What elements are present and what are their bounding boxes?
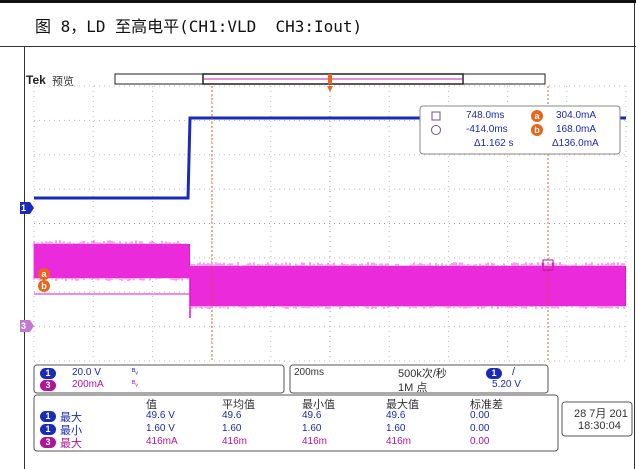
meas-row-1-value: 49.6 V — [146, 410, 175, 421]
meas-header-max: 最大值 — [386, 399, 419, 411]
measurement-panel — [33, 394, 559, 452]
meas-row-3-max: 416m — [386, 436, 412, 447]
meas-row-3-label: 最大 — [60, 438, 82, 450]
ch1-bandwidth-symbol: ᴮᵥ — [132, 367, 138, 376]
ch3-badge: 3 — [40, 380, 56, 391]
meas-row-2-max: 1.60 — [386, 423, 406, 434]
timebase-value: 200ms — [294, 367, 325, 378]
meas-header-min: 最小值 — [302, 399, 335, 411]
timebase-panel — [289, 364, 549, 394]
record-length: 1M 点 — [398, 382, 428, 394]
meas-row-2-min: 1.60 — [302, 423, 322, 434]
ch3-noise — [33, 240, 625, 309]
meas-row-2-value: 1.60 V — [146, 423, 175, 434]
brand-logo: Tek — [26, 73, 46, 87]
ch3-marker-label: 3 — [21, 321, 27, 331]
ch1-badge: 1 — [40, 368, 56, 379]
cursor-a-marker: a — [38, 268, 50, 280]
meas-row-1-std: 0.00 — [470, 410, 490, 421]
meas-row-3-value: 416mA — [146, 436, 178, 447]
ch3-bandwidth-symbol: ᴮᵥ — [132, 379, 138, 388]
date-display: 28 7月 201 — [574, 408, 628, 420]
cursor-b-value: 168.0mA — [556, 124, 597, 135]
caption-row: 图 8，LD 至高电平(CH1:VLD CH3:Iout) — [0, 3, 636, 47]
meas-row-1-min: 49.6 — [302, 410, 322, 421]
cursor-a-square-icon — [431, 111, 441, 121]
meas-row-2-channel: 1 — [40, 424, 56, 435]
cursor-a-value: 304.0mA — [556, 110, 597, 121]
meas-row-1-mean: 49.6 — [222, 410, 242, 421]
cursor-a-square-marker — [542, 259, 554, 271]
cursor-a-time: 748.0ms — [466, 110, 505, 121]
meas-row-1-label: 最大 — [60, 412, 82, 424]
channel-scale-panel — [33, 364, 285, 394]
trigger-level: 5.20 V — [492, 379, 521, 390]
meas-row-3-channel: 3 — [40, 437, 56, 448]
meas-row-1-channel: 1 — [40, 411, 56, 422]
frame-right-border — [634, 3, 635, 469]
cursor-a-badge: a — [531, 110, 543, 122]
frame-left-border — [24, 47, 25, 469]
cursor-readout-box — [419, 105, 621, 155]
trigger-channel-badge: 1 — [486, 368, 502, 379]
meas-row-3-std: 0.00 — [470, 436, 490, 447]
trigger-position-marker — [327, 86, 333, 92]
cursor-delta-value: Δ136.0mA — [552, 138, 599, 149]
ch1-trace — [34, 116, 626, 200]
trigger-slope: / — [512, 366, 516, 378]
meas-row-2-label: 最小 — [60, 425, 82, 437]
cursor-b-time: -414.0ms — [466, 124, 508, 135]
cursor-b-badge: b — [531, 124, 543, 136]
ch1-scale: 20.0 V — [72, 367, 101, 378]
ch1-ground-marker — [20, 202, 34, 214]
acquisition-mode: 预览 — [52, 75, 74, 88]
sample-rate: 500k次/秒 — [398, 368, 447, 380]
meas-header-mean: 平均值 — [222, 399, 255, 411]
meas-header-value: 值 — [146, 399, 157, 411]
meas-header-std: 标准差 — [470, 399, 503, 411]
ch3-ground-marker — [20, 320, 34, 332]
datetime-panel — [561, 401, 633, 437]
cursor-b-circle-icon — [431, 125, 441, 135]
trigger-position-bar — [328, 74, 332, 84]
cursor-delta-time: Δ1.162 s — [474, 138, 514, 149]
figure-caption: 图 8，LD 至高电平(CH1:VLD CH3:Iout) — [35, 17, 363, 36]
meas-row-2-mean: 1.60 — [222, 423, 242, 434]
cursor-b-marker: b — [38, 280, 50, 292]
meas-row-2-std: 0.00 — [470, 423, 490, 434]
meas-row-1-max: 49.6 — [386, 410, 406, 421]
meas-row-3-min: 416m — [302, 436, 328, 447]
time-display: 18:30:04 — [578, 420, 621, 432]
meas-row-3-mean: 416m — [222, 436, 248, 447]
ch3-scale: 200mA — [72, 379, 104, 390]
ch1-marker-label: 1 — [21, 203, 27, 213]
